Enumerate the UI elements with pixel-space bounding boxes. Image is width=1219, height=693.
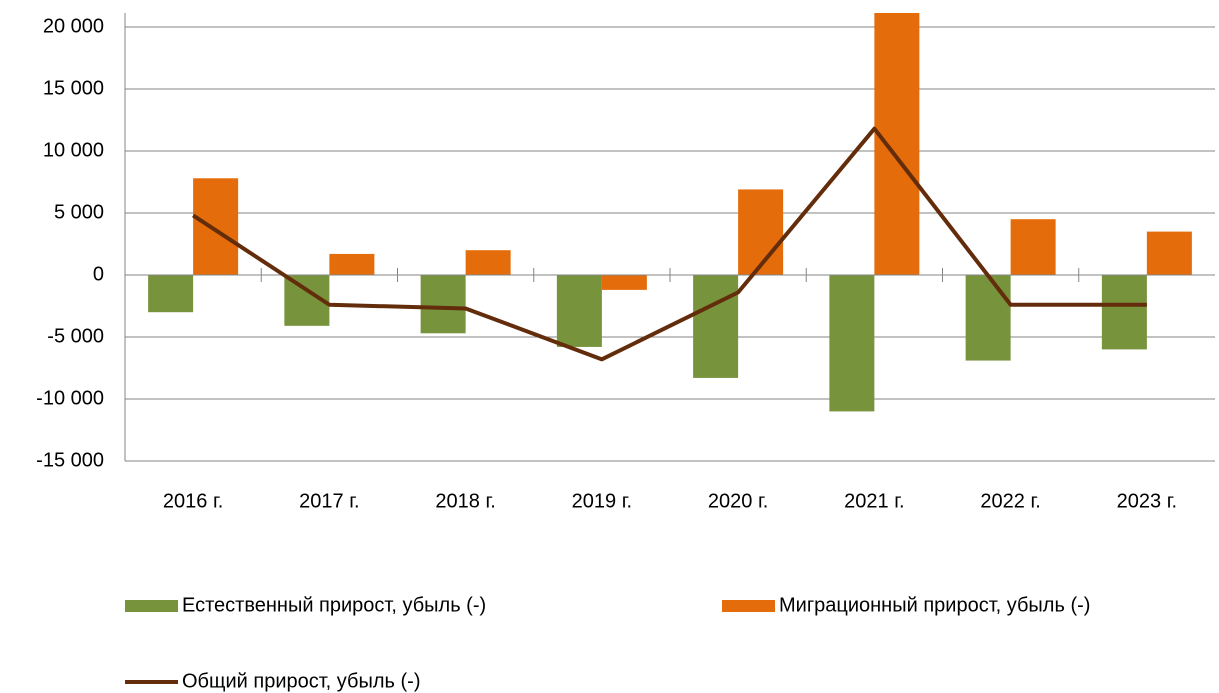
x-tick-label: 2018 г. — [435, 490, 495, 512]
x-tick-label: 2023 г. — [1117, 490, 1177, 512]
legend-label: Естественный прирост, убыль (-) — [182, 594, 486, 616]
bar — [874, 13, 920, 276]
bars — [148, 13, 1192, 412]
y-tick-label: 20 000 — [43, 15, 104, 37]
bar — [965, 275, 1011, 361]
line — [192, 126, 1147, 362]
x-tick-label: 2017 г. — [299, 490, 359, 512]
y-tick-label: 5 000 — [54, 201, 104, 223]
bar — [465, 250, 511, 275]
y-tick-label: -15 000 — [36, 449, 104, 471]
legend-label: Миграционный прирост, убыль (-) — [779, 594, 1090, 616]
bar — [556, 275, 602, 347]
bar — [601, 275, 647, 290]
y-tick-label: 0 — [93, 263, 104, 285]
y-tick-label: 10 000 — [43, 139, 104, 161]
y-tick-label: -5 000 — [47, 325, 104, 347]
y-tick-label: -10 000 — [36, 387, 104, 409]
x-tick-label: 2022 г. — [980, 490, 1040, 512]
bar — [1101, 275, 1147, 350]
bar — [193, 178, 239, 275]
x-tick-label: 2019 г. — [572, 490, 632, 512]
y-tick-label: 15 000 — [43, 77, 104, 99]
legend-swatch — [125, 600, 178, 612]
legend-swatch — [722, 600, 775, 612]
x-tick-label: 2016 г. — [163, 490, 223, 512]
bar — [1010, 219, 1056, 275]
x-tick-label: 2020 г. — [708, 490, 768, 512]
bar — [420, 275, 466, 334]
bar — [693, 275, 739, 378]
bar — [738, 189, 784, 275]
x-tick-label: 2021 г. — [844, 490, 904, 512]
bar — [1146, 231, 1192, 275]
overlay: -15 000 -10 000 -5 000 0 5 000 10 000 15 000 20… — [36, 13, 1215, 692]
bar — [829, 275, 875, 412]
legend-label: Общий прирост, убыль (-) — [182, 670, 420, 692]
bar — [148, 275, 194, 313]
bar — [329, 253, 375, 275]
